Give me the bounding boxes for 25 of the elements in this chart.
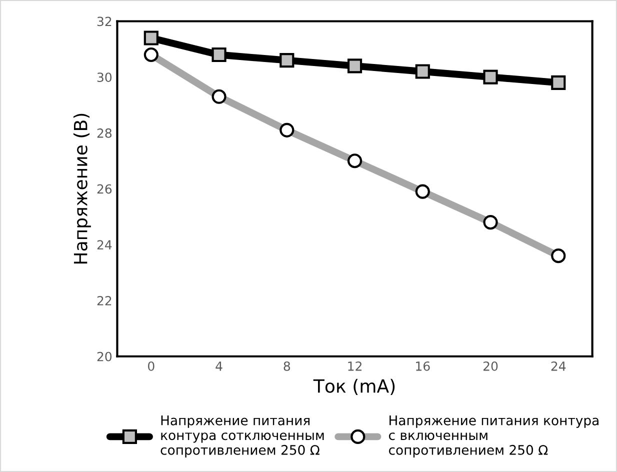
x-tick-label: 8 bbox=[284, 361, 290, 371]
point bbox=[415, 64, 430, 79]
x-tick-label: 20 bbox=[483, 361, 498, 371]
y-tick-label: 20 bbox=[97, 352, 112, 362]
y-axis-title: Напряжение (B) bbox=[73, 114, 91, 264]
y-tick-label: 22 bbox=[97, 296, 112, 306]
point bbox=[212, 47, 226, 62]
point bbox=[280, 53, 294, 68]
x-tick-label: 4 bbox=[216, 362, 222, 371]
legend-label: Напряжение питания контура сотключенным сопротивлением 250 Ω bbox=[160, 416, 324, 458]
y-tick-label: 32 bbox=[97, 16, 112, 26]
legend-label: Напряжение питания контура с включенным сопротивлением 250 Ω bbox=[388, 416, 598, 458]
x-tick-label: 12 bbox=[348, 361, 362, 371]
y-tick-label: 24 bbox=[97, 240, 112, 250]
point bbox=[551, 75, 566, 90]
x-tick-label: 24 bbox=[551, 361, 566, 371]
point bbox=[483, 70, 498, 84]
x-tick-label: 0 bbox=[148, 361, 154, 371]
point bbox=[347, 58, 362, 74]
y-tick-label: 28 bbox=[97, 128, 112, 138]
y-tick-label: 26 bbox=[97, 184, 112, 194]
y-tick-label: 30 bbox=[97, 72, 112, 82]
x-tick-label: 16 bbox=[416, 361, 430, 371]
x-axis-title: Ток (mA) bbox=[313, 378, 395, 395]
point bbox=[144, 30, 158, 46]
